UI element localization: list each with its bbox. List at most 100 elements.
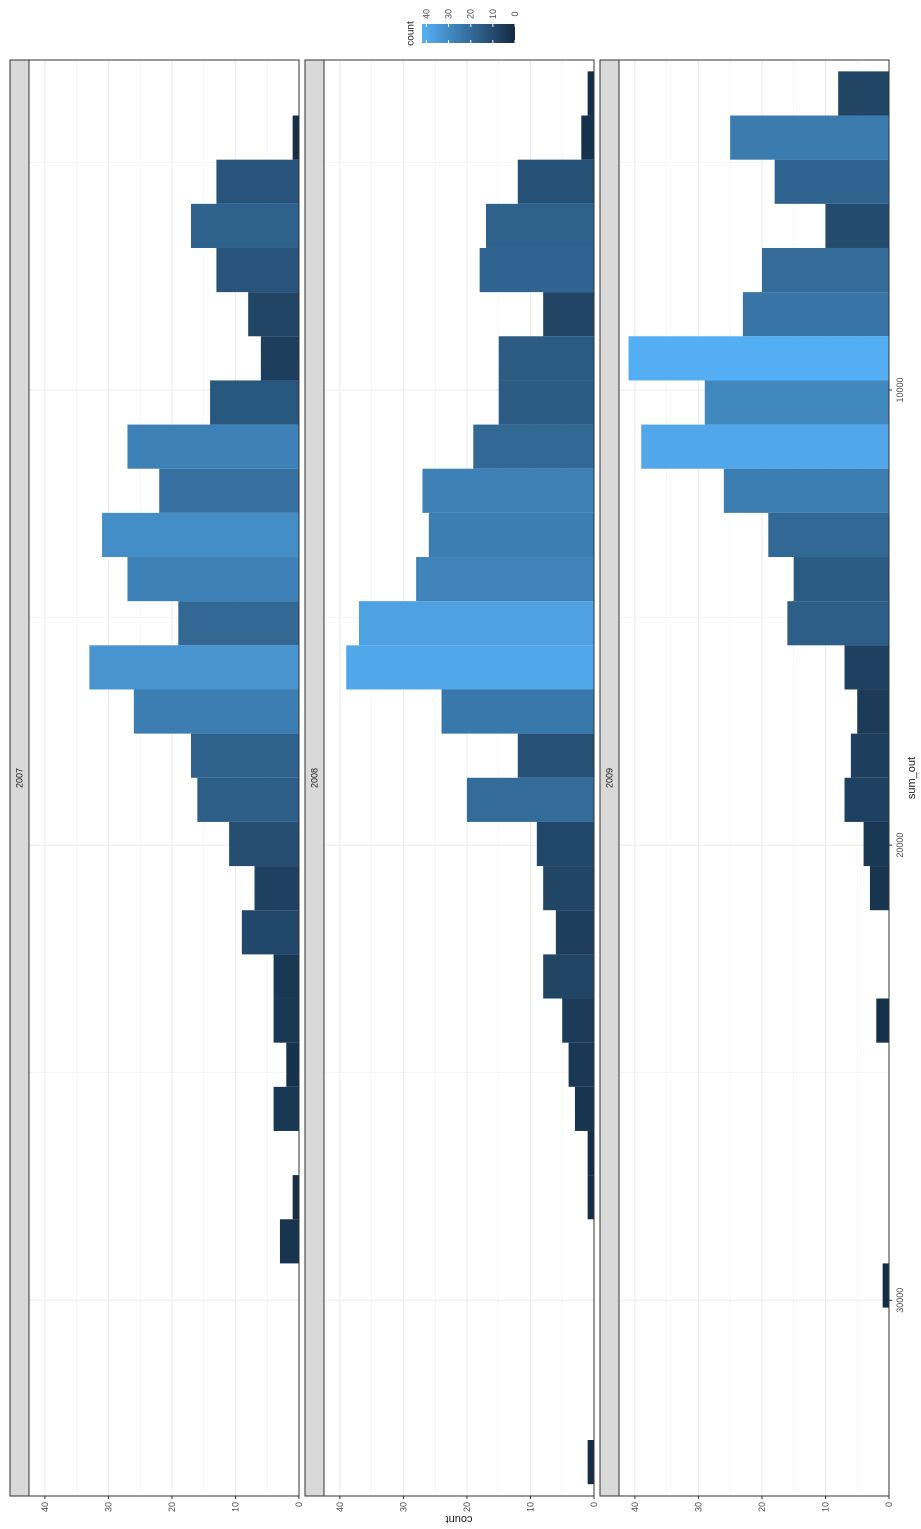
legend-title: count	[406, 21, 417, 46]
count-tick-label: 40	[335, 1502, 345, 1512]
colorbar-tick-label: 10	[488, 9, 498, 19]
histogram-bar	[422, 468, 594, 513]
histogram-bar	[466, 777, 594, 822]
histogram-bar	[498, 336, 594, 381]
histogram-bar	[517, 733, 594, 778]
histogram-bar	[473, 424, 594, 469]
count-tick-label: 20	[167, 1502, 177, 1512]
histogram-bar	[197, 777, 299, 822]
histogram-bar	[191, 203, 299, 248]
count-tick-label: 40	[630, 1502, 640, 1512]
count-tick-label: 10	[525, 1502, 535, 1512]
histogram-bar	[248, 292, 299, 337]
histogram-bar	[742, 292, 889, 337]
color-legend: count 0 10 20 30 40	[406, 9, 521, 46]
histogram-bar	[178, 601, 299, 646]
count-tick-label: 0	[884, 1502, 894, 1507]
histogram-bar	[825, 203, 889, 248]
histogram-bar	[574, 1086, 594, 1131]
histogram-bar	[292, 115, 299, 160]
count-tick-label: 40	[40, 1502, 50, 1512]
histogram-bar	[587, 1440, 594, 1485]
histogram-bar	[358, 601, 594, 646]
panels: 2007 0 10 20 30 40 2008 0 10 20 30 40 2009 0 10 20 30 40	[9, 59, 894, 1512]
histogram-bar	[346, 645, 594, 690]
count-tick-label: 0	[589, 1502, 599, 1507]
histogram-bar	[793, 557, 889, 602]
histogram-bar	[543, 292, 594, 337]
histogram-bar	[882, 1263, 889, 1308]
colorbar	[422, 24, 515, 43]
histogram-bar	[844, 777, 889, 822]
histogram-bar	[216, 159, 299, 204]
histogram-bar	[869, 866, 889, 911]
histogram-bar	[838, 71, 889, 116]
histogram-bar	[628, 336, 889, 381]
histogram-bar	[587, 1175, 594, 1220]
histogram-bar	[416, 557, 594, 602]
count-tick-label: 10	[230, 1502, 240, 1512]
histogram-bar	[536, 821, 594, 867]
x-axis-title: sum_out	[906, 757, 918, 799]
histogram-bar	[479, 247, 594, 293]
histogram-bar	[292, 1175, 299, 1220]
histogram-bar	[562, 998, 594, 1043]
histogram-bar	[844, 645, 889, 690]
histogram-bar	[568, 1042, 594, 1087]
histogram-bar	[723, 468, 889, 513]
histogram-bar	[730, 115, 889, 160]
histogram-bar	[517, 159, 594, 204]
sum-out-tick-label: 30000	[895, 1288, 905, 1313]
histogram-bar	[241, 910, 299, 955]
histogram-bar	[587, 1130, 594, 1176]
histogram-bar	[210, 380, 299, 425]
histogram-bar	[581, 115, 594, 160]
colorbar-tick-label: 30	[444, 9, 454, 19]
histogram-bar	[127, 557, 300, 602]
facet-strip-label: 2009	[605, 768, 615, 788]
colorbar-tick-label: 0	[510, 11, 520, 16]
count-tick-label: 20	[757, 1502, 767, 1512]
histogram-bar	[768, 512, 889, 558]
histogram-bar	[850, 733, 889, 778]
count-tick-label: 0	[294, 1502, 304, 1507]
histogram-bar	[102, 512, 299, 558]
histogram-bar	[89, 645, 300, 690]
count-tick-label: 30	[693, 1502, 703, 1512]
histogram-bar	[441, 689, 594, 734]
sum-out-tick-label: 20000	[895, 833, 905, 858]
count-tick-label: 20	[462, 1502, 472, 1512]
histogram-bar	[273, 1086, 299, 1131]
histogram-bar	[863, 821, 889, 867]
histogram-bar	[191, 733, 299, 778]
y-axis-title: count	[446, 1513, 473, 1525]
sum-out-tick-label: 10000	[895, 377, 905, 402]
panel-2009: 2009 0 10 20 30 40	[599, 59, 894, 1512]
histogram-bar	[787, 601, 889, 646]
histogram-bar	[486, 203, 594, 248]
histogram-bar	[127, 424, 300, 469]
histogram-bar	[254, 866, 299, 911]
histogram-bar	[543, 954, 594, 999]
histogram-bar	[761, 247, 889, 293]
facet-strip-label: 2008	[310, 768, 320, 788]
colorbar-tick-label: 40	[421, 9, 431, 19]
count-tick-label: 30	[398, 1502, 408, 1512]
histogram-bar	[133, 689, 299, 734]
histogram-bar	[286, 1042, 299, 1087]
panel-border	[28, 59, 300, 1497]
histogram-bar	[428, 512, 594, 558]
histogram-bar	[229, 821, 299, 867]
histogram-bar	[857, 689, 889, 734]
histogram-bar	[543, 866, 594, 911]
count-tick-label: 10	[820, 1502, 830, 1512]
histogram-bar	[704, 380, 889, 425]
histogram-bar	[279, 1219, 299, 1264]
histogram-bar	[273, 954, 299, 999]
panel-2007: 2007 0 10 20 30 40	[9, 59, 304, 1512]
panel-border	[323, 59, 595, 1497]
histogram-bar	[273, 998, 299, 1043]
histogram-bar	[159, 468, 299, 513]
